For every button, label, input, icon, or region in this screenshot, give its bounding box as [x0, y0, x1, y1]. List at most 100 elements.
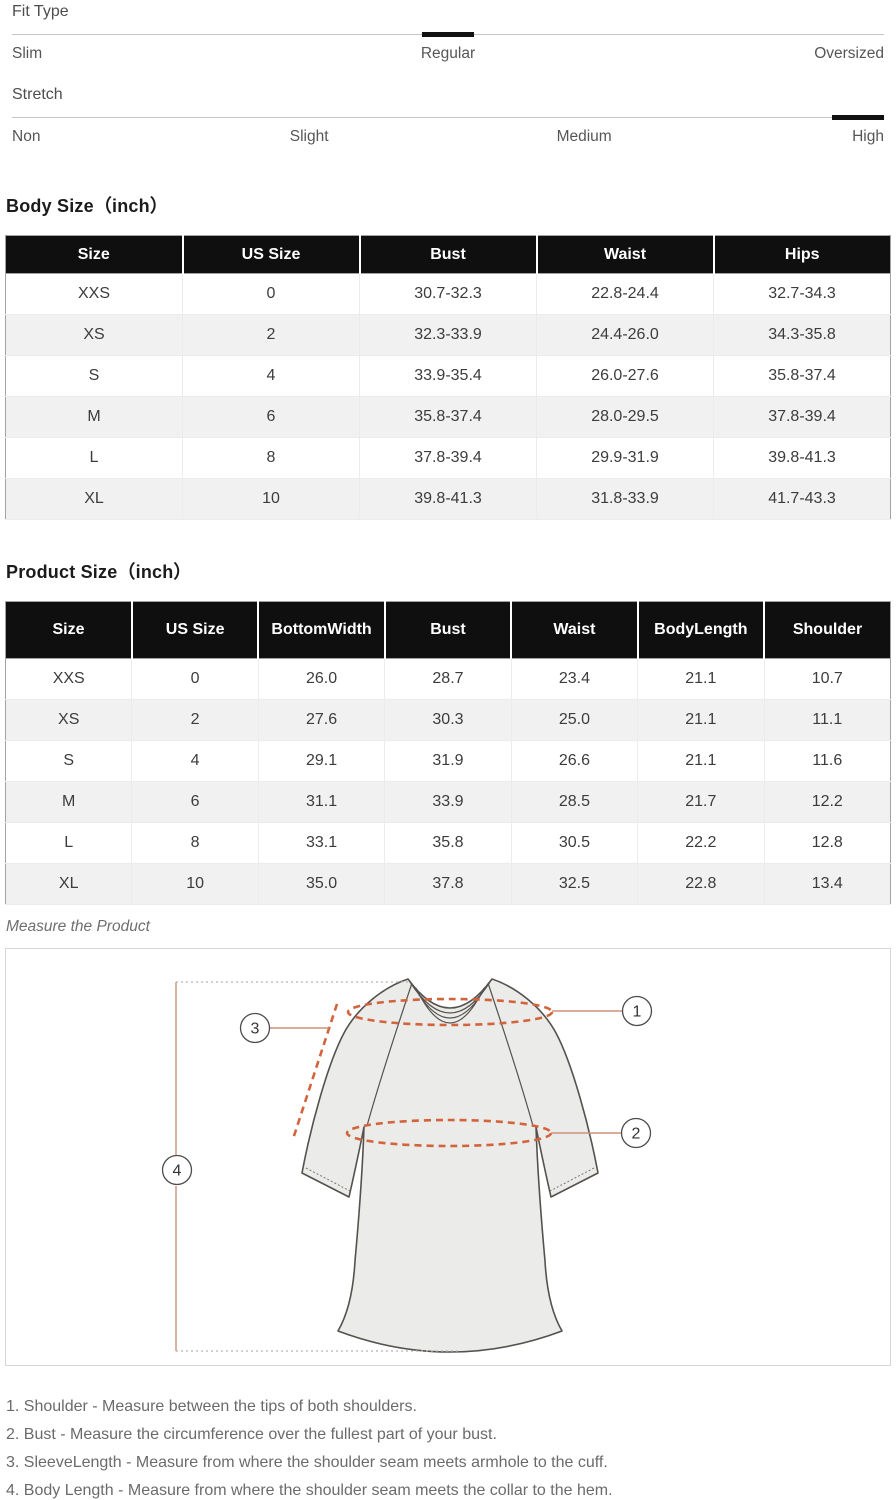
- table-cell: 26.0-27.6: [536, 355, 714, 397]
- callout-4-number: 4: [173, 1163, 182, 1180]
- tshirt-shape: [301, 978, 599, 1353]
- table-row: XS 2 27.6 30.3 25.0 21.1 11.1: [5, 699, 891, 741]
- slider-marker: [422, 32, 474, 37]
- table-cell: XXS: [5, 658, 133, 700]
- table-cell: 33.9-35.4: [359, 355, 537, 397]
- column-header: Shoulder: [764, 601, 891, 659]
- slider-option-non: Non: [12, 128, 41, 145]
- table-cell: 39.8-41.3: [359, 478, 537, 520]
- slider-option-slim: Slim: [12, 45, 43, 62]
- note-bust: 2. Bust - Measure the circumference over…: [6, 1426, 497, 1443]
- table-row: S 4 29.1 31.9 26.6 21.1 11.6: [5, 740, 891, 782]
- table-cell: 21.1: [637, 740, 765, 782]
- table-row: XL 10 35.0 37.8 32.5 22.8 13.4: [5, 863, 891, 905]
- raglan-seam-right: [487, 982, 534, 1127]
- table-cell: 35.8-37.4: [713, 355, 891, 397]
- column-header: Waist: [511, 601, 639, 659]
- callout-1-number: 1: [633, 1004, 642, 1021]
- table-row: S 4 33.9-35.4 26.0-27.6 35.8-37.4: [5, 355, 891, 397]
- table-cell: 30.5: [511, 822, 639, 864]
- table-cell: 28.7: [384, 658, 512, 700]
- table-cell: L: [5, 822, 133, 864]
- table-row: L 8 37.8-39.4 29.9-31.9 39.8-41.3: [5, 437, 891, 479]
- table-cell: 21.1: [637, 658, 765, 700]
- table-row: M 6 31.1 33.9 28.5 21.7 12.2: [5, 781, 891, 823]
- callout-2: 2: [620, 1117, 652, 1149]
- callout-2-number: 2: [632, 1126, 641, 1143]
- table-cell: 10: [182, 478, 360, 520]
- slider-option-oversized: Oversized: [814, 45, 884, 62]
- callout-3-number: 3: [251, 1021, 260, 1038]
- column-header: Waist: [536, 235, 715, 274]
- note-body-length: 4. Body Length - Measure from where the …: [6, 1482, 613, 1499]
- table-cell: 33.1: [258, 822, 386, 864]
- table-cell: 12.2: [764, 781, 891, 823]
- table-cell: 21.1: [637, 699, 765, 741]
- table-row: XXS 0 26.0 28.7 23.4 21.1 10.7: [5, 658, 891, 700]
- callout-1: 1: [621, 995, 653, 1027]
- table-cell: XL: [5, 478, 183, 520]
- table-cell: 11.1: [764, 699, 891, 741]
- table-cell: 32.7-34.3: [713, 273, 891, 315]
- measurement-diagram: 1 2 3 4: [5, 948, 891, 1366]
- table-row: L 8 33.1 35.8 30.5 22.2 12.8: [5, 822, 891, 864]
- table-cell: 37.8-39.4: [359, 437, 537, 479]
- note-sleeve-length: 3. SleeveLength - Measure from where the…: [6, 1454, 608, 1471]
- cuff-stitch-right: [549, 1167, 595, 1192]
- table-cell: M: [5, 396, 183, 438]
- callout-4: 4: [161, 1154, 193, 1186]
- table-cell: 8: [131, 822, 259, 864]
- table-cell: 29.9-31.9: [536, 437, 714, 479]
- table-cell: 6: [131, 781, 259, 823]
- column-header: US Size: [131, 601, 260, 659]
- table-cell: 37.8: [384, 863, 512, 905]
- column-header: Bust: [384, 601, 513, 659]
- table-cell: 32.3-33.9: [359, 314, 537, 356]
- table-cell: 22.8-24.4: [536, 273, 714, 315]
- table-cell: 8: [182, 437, 360, 479]
- table-cell: XS: [5, 314, 183, 356]
- table-row: XL 10 39.8-41.3 31.8-33.9 41.7-43.3: [5, 478, 891, 520]
- table-row: XS 2 32.3-33.9 24.4-26.0 34.3-35.8: [5, 314, 891, 356]
- table-cell: 34.3-35.8: [713, 314, 891, 356]
- table-cell: 22.8: [637, 863, 765, 905]
- measurement-notes: 1. Shoulder - Measure between the tips o…: [6, 1393, 890, 1500]
- table-cell: 31.8-33.9: [536, 478, 714, 520]
- table-cell: 0: [131, 658, 259, 700]
- table-cell: 30.7-32.3: [359, 273, 537, 315]
- table-cell: 0: [182, 273, 360, 315]
- table-cell: 21.7: [637, 781, 765, 823]
- table-cell: 25.0: [511, 699, 639, 741]
- fit-type-slider-labels: Slim Regular Oversized: [12, 45, 884, 63]
- table-cell: 13.4: [764, 863, 891, 905]
- stretch-label: Stretch: [12, 86, 63, 103]
- table-cell: 28.5: [511, 781, 639, 823]
- body-size-title: Body Size（inch）: [6, 196, 169, 216]
- body-size-table: Size US Size Bust Waist Hips XXS 0 30.7-32.3 22…: [5, 235, 891, 520]
- table-cell: 31.1: [258, 781, 386, 823]
- table-cell: 22.2: [637, 822, 765, 864]
- product-size-title: Product Size（inch）: [6, 562, 192, 582]
- table-cell: 28.0-29.5: [536, 396, 714, 438]
- table-cell: M: [5, 781, 133, 823]
- table-cell: 4: [131, 740, 259, 782]
- tshirt-measure-illustration: 1 2 3 4: [161, 978, 653, 1353]
- column-header: Bust: [359, 235, 538, 274]
- table-cell: XXS: [5, 273, 183, 315]
- table-cell: XS: [5, 699, 133, 741]
- table-row: M 6 35.8-37.4 28.0-29.5 37.8-39.4: [5, 396, 891, 438]
- table-cell: 37.8-39.4: [713, 396, 891, 438]
- table-cell: 23.4: [511, 658, 639, 700]
- fit-attributes-section: Fit Type Slim Regular Oversized Stretch No…: [0, 0, 896, 146]
- column-header: Size: [5, 601, 133, 659]
- note-shoulder: 1. Shoulder - Measure between the tips o…: [6, 1398, 417, 1415]
- column-header: Size: [5, 235, 184, 274]
- table-cell: 2: [131, 699, 259, 741]
- table-cell: S: [5, 740, 133, 782]
- collar-ribbing-lines: [409, 981, 491, 1024]
- stretch-slider-track: [12, 115, 884, 120]
- column-header: BottomWidth: [258, 601, 386, 659]
- table-cell: 27.6: [258, 699, 386, 741]
- table-cell: 30.3: [384, 699, 512, 741]
- table-cell: L: [5, 437, 183, 479]
